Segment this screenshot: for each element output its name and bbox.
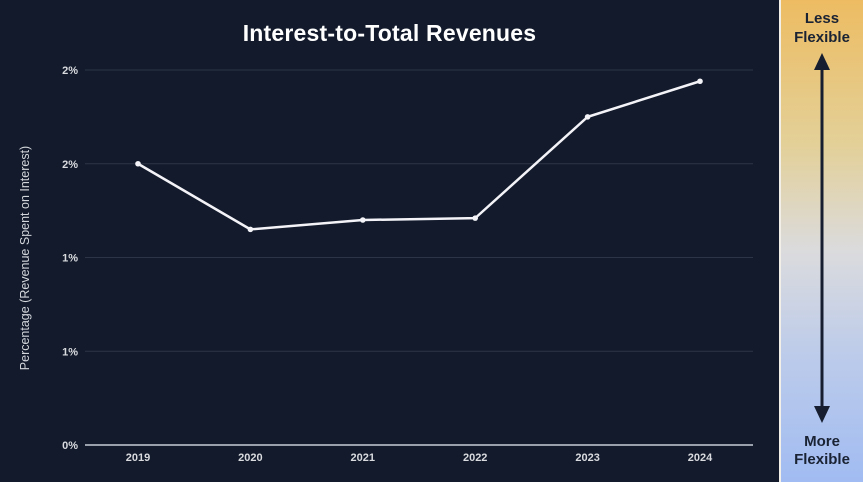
data-point — [472, 215, 479, 221]
y-tick-label: 1% — [62, 346, 78, 358]
flexibility-scale-panel: Less Flexible More Flexible — [779, 0, 863, 482]
data-point — [360, 217, 366, 223]
interest-revenue-chart-region: Interest-to-Total Revenues Percentage (R… — [18, 20, 753, 464]
x-tick-label: 2021 — [351, 452, 375, 464]
y-tick-label: 0% — [62, 440, 78, 452]
data-line — [136, 80, 702, 231]
less-flexible-label: Less Flexible — [794, 10, 850, 46]
y-tick-label: 2% — [62, 159, 78, 171]
x-tick-label: 2023 — [575, 452, 599, 464]
x-tick-label: 2020 — [238, 452, 262, 464]
x-tick-label: 2024 — [688, 452, 713, 464]
x-tick-label: 2022 — [463, 452, 487, 464]
double-vertical-arrow-icon — [811, 52, 833, 428]
chart-title: Interest-to-Total Revenues — [242, 20, 537, 46]
y-tick-label: 2% — [62, 65, 78, 77]
data-point — [135, 160, 141, 167]
data-point — [584, 114, 591, 120]
revenue-line-chart: 0% 1% 1% 2% 2% 2019 2020 2021 2022 2023 2024 — [62, 65, 753, 464]
data-point — [697, 78, 703, 85]
y-tick-label: 1% — [62, 253, 78, 265]
data-point — [247, 226, 254, 233]
x-tick-label: 2019 — [126, 452, 150, 464]
more-flexible-label: More Flexible — [794, 432, 850, 469]
